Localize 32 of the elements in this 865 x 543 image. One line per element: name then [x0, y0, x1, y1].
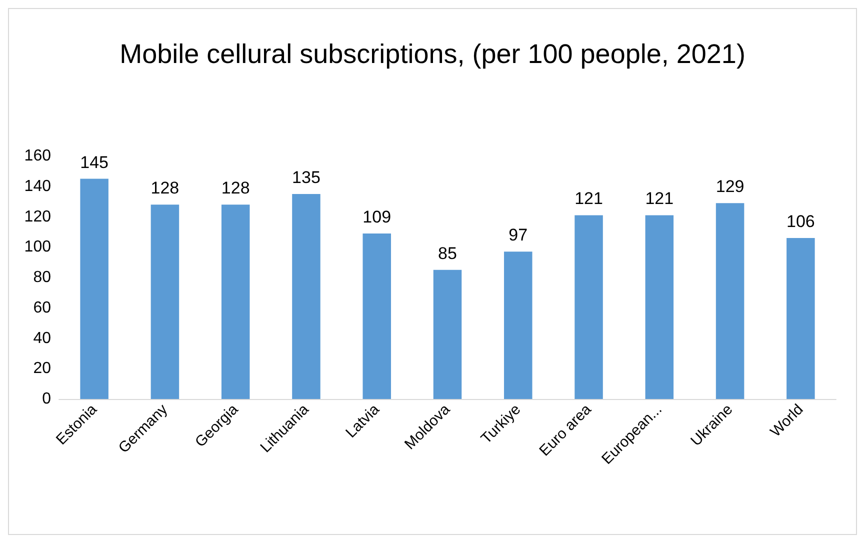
bar	[80, 178, 108, 399]
y-tick-label: 60	[33, 299, 52, 316]
data-label: 97	[508, 226, 528, 245]
y-tick-label: 0	[42, 390, 52, 408]
data-label: 106	[786, 212, 815, 232]
bar	[645, 215, 674, 399]
bar	[150, 204, 180, 399]
y-tick-label: 40	[33, 330, 52, 347]
bar	[574, 215, 603, 399]
data-label: 135	[292, 168, 320, 187]
data-label: 85	[438, 244, 457, 263]
bar	[221, 204, 250, 399]
bar	[433, 270, 462, 399]
data-label: 121	[645, 189, 674, 208]
y-tick-label: 160	[24, 148, 52, 164]
chart-title: Mobile cellural subscriptions, (per 100 people, 2021)	[120, 39, 746, 69]
data-label: 145	[80, 152, 109, 172]
data-label: 109	[362, 207, 392, 226]
y-tick-label: 140	[24, 178, 52, 195]
y-tick-label: 100	[24, 238, 52, 256]
y-tick-label: 80	[33, 269, 52, 286]
data-label: 128	[221, 178, 250, 198]
bar	[362, 233, 391, 399]
y-tick-label: 120	[24, 208, 52, 226]
bar	[292, 194, 320, 399]
bar	[786, 238, 815, 399]
data-label: 129	[716, 177, 744, 196]
bar	[504, 252, 532, 399]
data-label: 121	[574, 189, 603, 208]
data-label: 128	[150, 178, 180, 198]
y-tick-label: 20	[33, 360, 52, 378]
bar	[716, 203, 744, 399]
